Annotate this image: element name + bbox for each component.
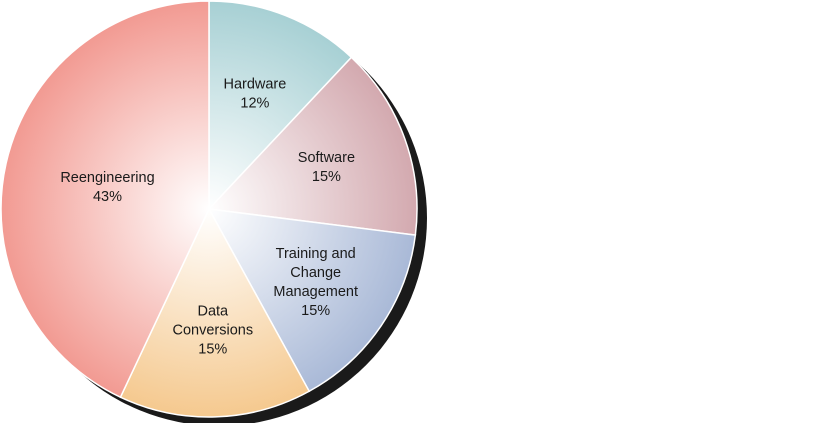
pie-label-data-conversions: Data Conversions 15%	[173, 304, 254, 358]
pie-label-software: Software 15%	[298, 150, 355, 185]
pie-slice-highlight-reengineering	[0, 0, 210, 399]
pie-label-line: Software	[298, 150, 355, 166]
pie-label-training-and-change-management: Training and Change Management 15%	[273, 246, 358, 319]
pie-label-value: 15%	[198, 342, 227, 358]
pie-label-hardware: Hardware 12%	[223, 77, 286, 112]
pie-slice-highlight-training-and-change-management	[207, 208, 417, 393]
pie-slice-highlight-software	[207, 56, 418, 236]
pie-label-value: 15%	[301, 303, 330, 319]
pie-label-line: Hardware	[223, 77, 286, 93]
pie-label-value: 12%	[240, 96, 269, 112]
pie-slices	[0, 0, 418, 418]
pie-label-line: Training and	[276, 246, 356, 262]
pie-label-line: Change	[290, 265, 341, 281]
pie-label-line: Conversions	[173, 323, 254, 339]
pie-label-line: Management	[273, 284, 358, 300]
pie-labels: Hardware 12% Software 15% Training and Change…	[60, 77, 358, 358]
pie-label-value: 43%	[93, 189, 122, 205]
pie-label-value: 15%	[312, 169, 341, 185]
pie-label-line: Data	[197, 304, 229, 320]
pie-slice-highlight-data-conversions	[119, 207, 311, 418]
pie-label-line: Reengineering	[60, 170, 154, 186]
pie-label-reengineering: Reengineering 43%	[60, 170, 154, 205]
pie-slice-highlight-hardware	[208, 0, 353, 211]
